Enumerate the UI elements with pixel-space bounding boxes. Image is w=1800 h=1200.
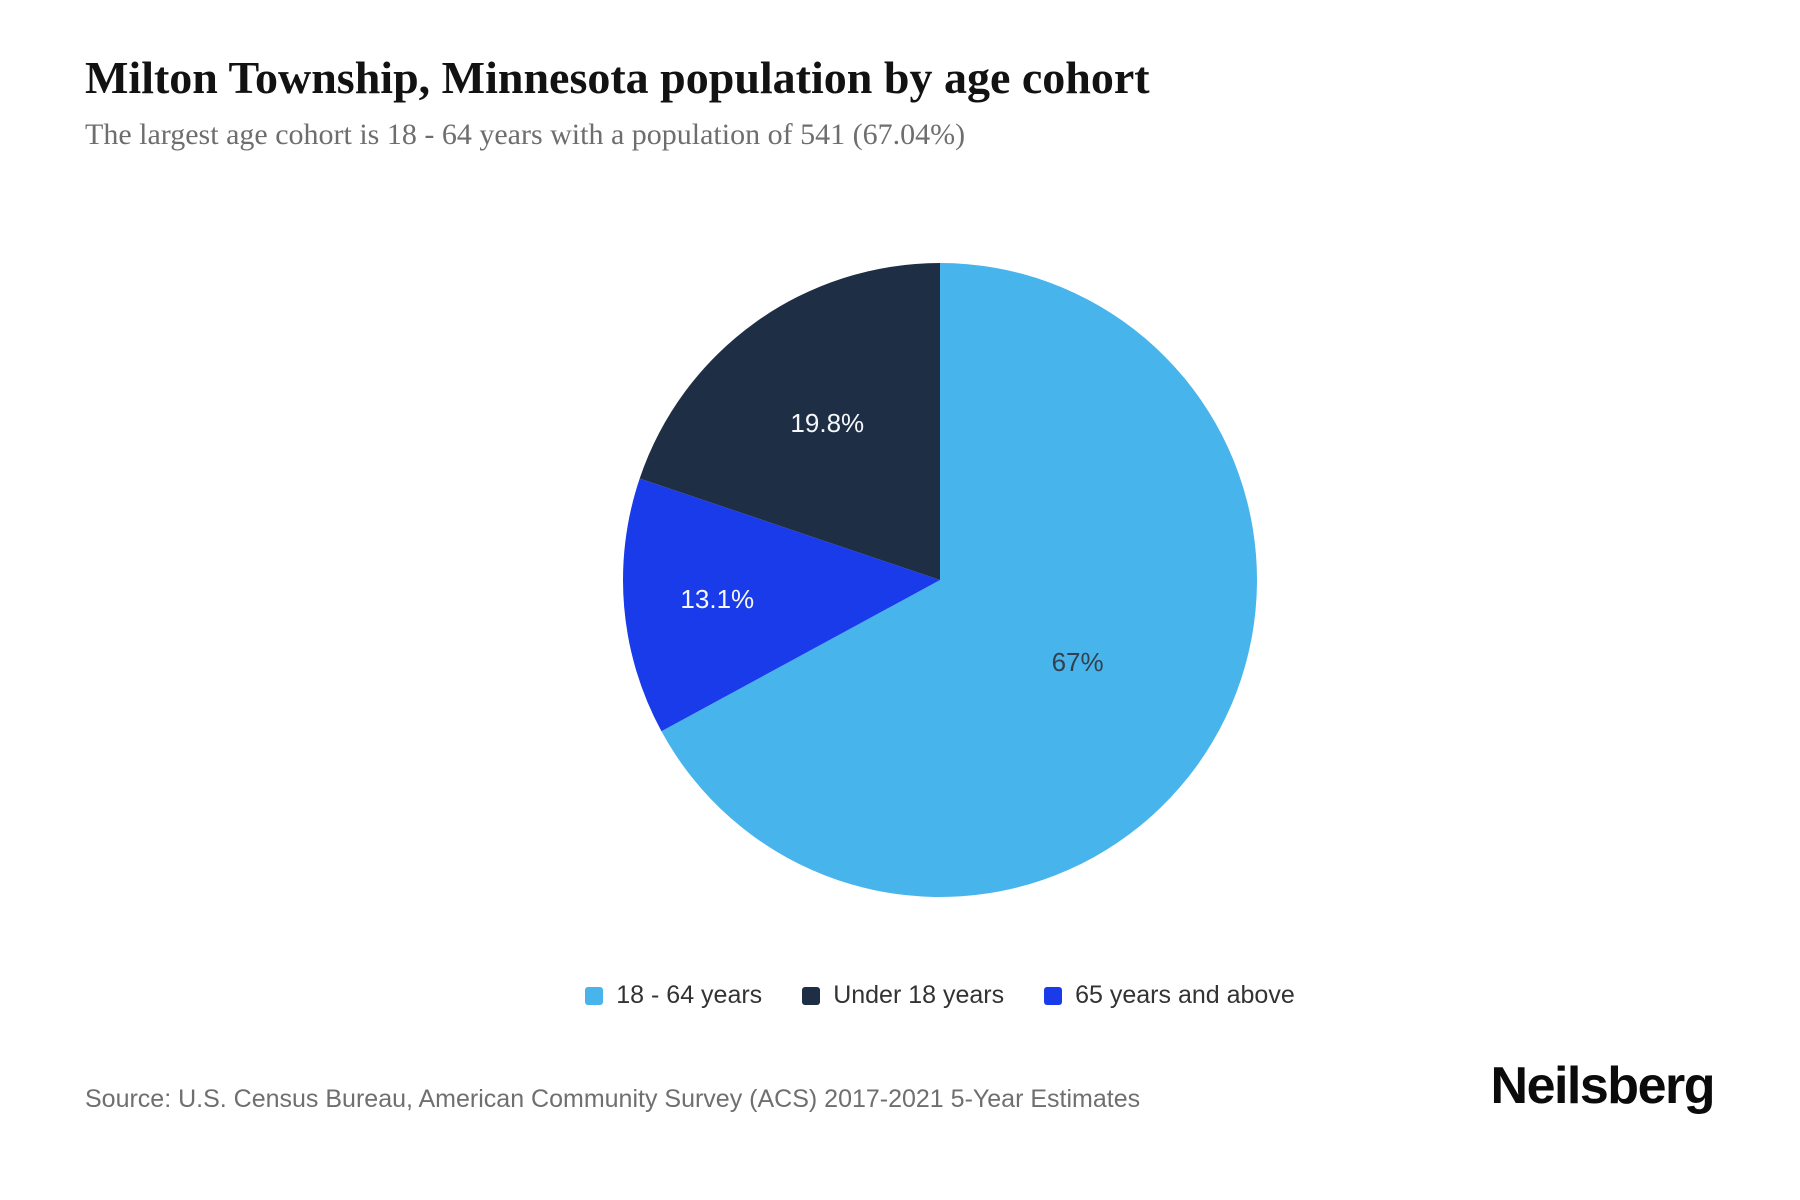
- legend-swatch-65-years-and-above: [1044, 986, 1063, 1005]
- legend-item-under-18-years[interactable]: Under 18 years: [802, 981, 1004, 1010]
- page-title: Milton Township, Minnesota population by…: [85, 52, 1150, 103]
- pie-chart: 67%13.1%19.8%: [622, 263, 1257, 897]
- legend-swatch-under-18-years: [802, 986, 821, 1005]
- legend-label: 65 years and above: [1075, 981, 1295, 1009]
- legend-label: 18 - 64 years: [616, 981, 763, 1009]
- source-attribution: Source: U.S. Census Bureau, American Com…: [85, 1085, 1141, 1113]
- legend-item-65-years-and-above[interactable]: 65 years and above: [1044, 981, 1295, 1010]
- chart-legend: 18 - 64 years Under 18 years 65 years and …: [585, 981, 1295, 1010]
- legend-swatch-18-64-years: [585, 986, 604, 1005]
- page-subtitle: The largest age cohort is 18 - 64 years …: [85, 118, 966, 151]
- pie-slice-under-18-years[interactable]: [639, 263, 940, 580]
- pie-slice-18-64-years[interactable]: [661, 263, 1257, 897]
- legend-item-18-64-years[interactable]: 18 - 64 years: [585, 981, 762, 1010]
- pie-slice-65-years-and-above[interactable]: [622, 478, 940, 732]
- brand-logo: Neilsberg: [1490, 1057, 1716, 1115]
- legend-label: Under 18 years: [833, 981, 1005, 1009]
